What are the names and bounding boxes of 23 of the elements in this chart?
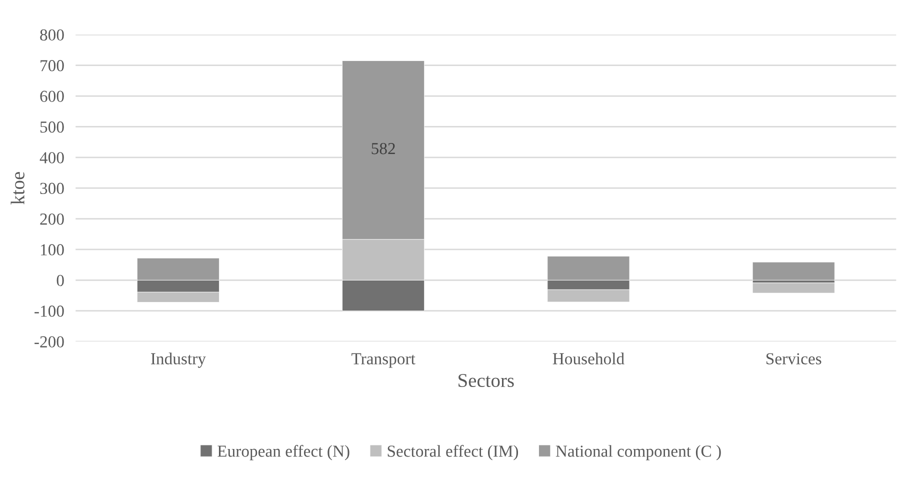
bar <box>752 282 835 294</box>
legend-label: National component (C ) <box>556 445 721 460</box>
x-axis-title: Sectors <box>458 374 514 388</box>
y-tick-label: 600 <box>40 90 64 102</box>
bar <box>752 262 835 280</box>
y-tick-label: 300 <box>40 182 64 194</box>
x-tick-label: Industry <box>151 352 206 368</box>
legend-label: Sectoral effect (IM) <box>388 444 518 460</box>
x-tick-label: Services <box>766 353 822 364</box>
x-tick-label: Transport <box>352 353 416 368</box>
data-label: 582 <box>372 142 395 154</box>
y-tick-label: -200 <box>34 336 64 348</box>
y-tick-label: 100 <box>40 244 64 256</box>
y-axis-title: ktoe <box>10 172 24 204</box>
y-tick-label: 800 <box>40 29 64 41</box>
y-tick-label: 400 <box>40 152 64 164</box>
legend-label: European effect (N) <box>218 444 350 460</box>
y-tick-label: 700 <box>40 60 64 72</box>
y-tick-label: 200 <box>40 213 64 225</box>
y-tick-label: 500 <box>40 121 64 133</box>
x-tick-label: Household <box>552 352 624 364</box>
y-tick-label: -100 <box>34 306 64 317</box>
y-tick-label: 0 <box>56 274 64 286</box>
